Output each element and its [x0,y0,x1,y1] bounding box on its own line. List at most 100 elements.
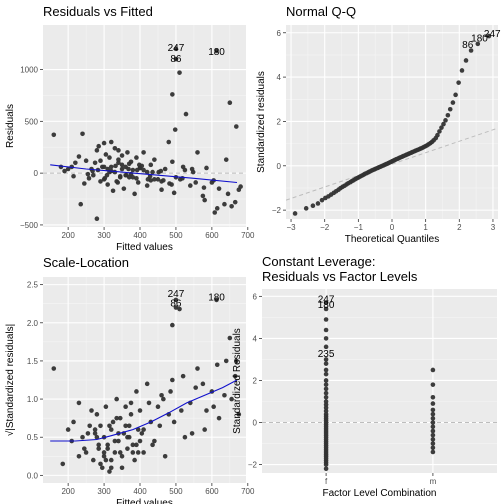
data-point [62,168,67,174]
data-point [137,438,143,444]
data-point [148,162,154,168]
data-point [202,197,207,203]
data-point [183,111,189,117]
data-point [193,385,198,390]
data-point [126,434,132,440]
data-point [51,366,57,371]
panel-title: Residuals vs Factor Levels [262,269,418,284]
data-layer [43,46,246,222]
data-point [227,100,233,105]
data-point [123,423,128,429]
data-point [177,306,182,312]
data-point [204,408,209,413]
data-point [232,199,238,205]
data-point [108,457,114,463]
data-point [134,176,139,181]
data-point [101,450,107,455]
data-point [126,161,132,167]
data-point [430,382,436,387]
data-point [430,437,436,442]
data-point [303,206,309,211]
data-point [180,373,186,379]
data-point [323,344,329,350]
data-point [126,166,131,172]
data-point [323,390,329,396]
data-point [323,317,329,322]
data-point [323,336,329,341]
data-point [229,203,234,209]
data-point [152,177,157,182]
point-label: 180 [208,47,225,58]
data-point [117,450,123,455]
data-point [323,300,329,305]
data-point [225,191,231,197]
data-point [168,389,173,394]
data-point [173,46,179,52]
x-axis-label: Theoretical Quantiles [345,234,440,245]
data-point [65,166,71,172]
data-point [323,408,329,414]
data-point [128,412,134,417]
data-point [155,177,161,182]
data-point [51,132,57,138]
data-point [439,125,444,130]
data-point [119,162,125,168]
data-point [92,160,98,166]
point-label: 235 [318,349,335,360]
y-tick-label: 1.5 [27,357,39,366]
data-point [116,160,121,166]
data-point [447,106,453,112]
data-point [83,158,89,164]
data-point [130,450,136,455]
data-point [310,203,316,208]
data-point [103,404,109,410]
x-tick-label: −3 [286,223,296,232]
data-point [110,188,116,194]
data-point [141,427,146,432]
point-label: 86 [170,54,182,65]
data-point [146,400,152,406]
data-point [150,442,155,448]
data-point [443,118,448,123]
data-point [323,371,329,377]
data-point [169,182,174,187]
data-point [177,70,182,75]
data-point [182,434,188,440]
data-layer [286,33,498,216]
data-point [161,396,166,402]
data-point [430,428,436,434]
data-point [430,367,436,373]
data-point [323,382,329,387]
data-point [92,431,98,436]
data-point [139,431,145,436]
data-point [130,167,136,173]
data-point [130,442,136,448]
y-tick-label: 2.5 [27,281,39,290]
x-tick-label: 2 [457,223,462,232]
data-point [323,466,329,472]
data-point [150,169,155,175]
data-point [435,132,440,138]
data-point [86,176,92,181]
data-point [171,419,177,425]
data-point [214,48,219,54]
x-tick-label: m [430,477,437,486]
data-point [101,453,107,459]
y-tick-label: 2.0 [27,319,39,328]
data-point [441,121,446,127]
data-point [323,306,329,312]
y-tick-label: 0 [34,169,39,178]
data-point [103,457,109,463]
data-point [96,442,101,448]
x-axis-label: Factor Level Combination [323,488,437,499]
data-point [135,427,141,432]
x-tick-label: 3 [491,223,496,232]
y-tick-label: 500 [25,117,39,126]
data-point [112,438,118,444]
y-tick-label: 2 [253,376,258,385]
data-point [137,408,143,413]
data-point [233,124,239,129]
data-point [173,56,179,62]
data-point [80,131,85,137]
